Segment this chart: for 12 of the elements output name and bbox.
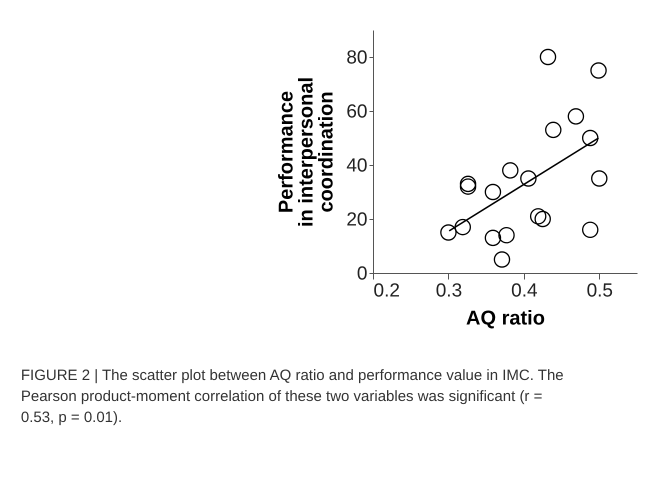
x-tick-label: 0.2 (374, 280, 400, 302)
y-tick-label: 40 (346, 156, 368, 176)
y-tick-label: 0 (356, 264, 368, 284)
caption: FIGURE 2 | The scatter plot between AQ ratio and performance value in IMC. The Pearson product-moment correlation of these two variables was significant (r = 0.53, p = 0.01). (20, 367, 564, 426)
y-tick-label: 80 (346, 48, 368, 68)
x-tick-label: 0.4 (511, 280, 538, 302)
y-tick-label: 20 (346, 210, 368, 230)
y-tick-label: 60 (346, 102, 368, 122)
y-axis-title: Performance in interpersonal coordination (275, 76, 338, 228)
x-tick-label: 0.3 (436, 280, 462, 302)
x-tick-label: 0.5 (586, 280, 613, 302)
x-axis-title: AQ ratio (466, 308, 545, 330)
